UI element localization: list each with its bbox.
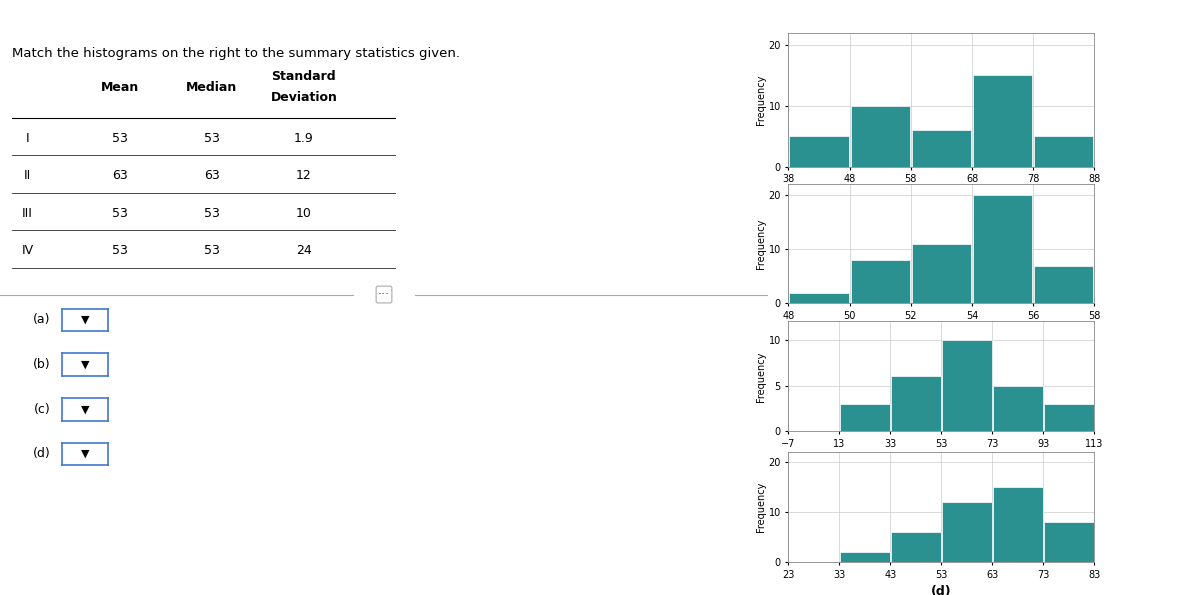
Text: (a): (a)	[32, 314, 50, 326]
X-axis label: (d): (d)	[931, 585, 952, 595]
X-axis label: (c): (c)	[932, 455, 950, 468]
Bar	[790, 136, 848, 167]
Y-axis label: Frequency: Frequency	[756, 219, 766, 269]
Bar	[840, 552, 889, 562]
Bar	[973, 76, 1032, 167]
Text: 1.9: 1.9	[294, 132, 313, 145]
Text: Median: Median	[186, 80, 238, 93]
Text: 63: 63	[112, 170, 127, 182]
Text: 12: 12	[296, 170, 312, 182]
Text: Mean: Mean	[101, 80, 139, 93]
Bar	[1034, 136, 1093, 167]
Bar	[942, 502, 991, 562]
Bar	[994, 487, 1043, 562]
Text: (b): (b)	[32, 358, 50, 371]
Bar	[912, 244, 971, 303]
Text: 53: 53	[204, 206, 220, 220]
Text: 53: 53	[112, 132, 127, 145]
Bar	[851, 106, 910, 167]
Text: ▼: ▼	[80, 405, 90, 414]
Bar	[1034, 265, 1093, 303]
Y-axis label: Frequency: Frequency	[756, 351, 766, 402]
Bar	[942, 340, 991, 431]
Text: Deviation: Deviation	[270, 90, 337, 104]
Bar	[1044, 522, 1093, 562]
Text: Match the histograms on the right to the summary statistics given.: Match the histograms on the right to the…	[12, 47, 460, 60]
Bar	[892, 533, 941, 562]
Text: III: III	[22, 206, 32, 220]
Text: 53: 53	[204, 244, 220, 257]
Text: 63: 63	[204, 170, 220, 182]
Bar	[1044, 404, 1093, 431]
Text: ···: ···	[378, 288, 390, 301]
Text: IV: IV	[22, 244, 34, 257]
Bar	[851, 260, 910, 303]
Text: I: I	[25, 132, 29, 145]
Text: Standard: Standard	[271, 70, 336, 83]
Text: ▼: ▼	[80, 360, 90, 369]
Bar	[973, 195, 1032, 303]
Text: 10: 10	[296, 206, 312, 220]
Bar	[994, 386, 1043, 431]
Text: II: II	[24, 170, 31, 182]
X-axis label: (b): (b)	[931, 327, 952, 340]
Bar	[790, 293, 848, 303]
Text: ▼: ▼	[80, 449, 90, 459]
X-axis label: (a): (a)	[931, 190, 952, 203]
Y-axis label: Frequency: Frequency	[756, 482, 766, 533]
Bar	[912, 130, 971, 167]
Bar	[840, 404, 889, 431]
Text: ▼: ▼	[80, 315, 90, 325]
Y-axis label: Frequency: Frequency	[756, 74, 766, 125]
Text: (c): (c)	[34, 403, 50, 415]
Bar	[892, 377, 941, 431]
Text: 53: 53	[204, 132, 220, 145]
Text: 24: 24	[296, 244, 312, 257]
Text: 53: 53	[112, 244, 127, 257]
Text: 53: 53	[112, 206, 127, 220]
Text: (d): (d)	[32, 447, 50, 460]
